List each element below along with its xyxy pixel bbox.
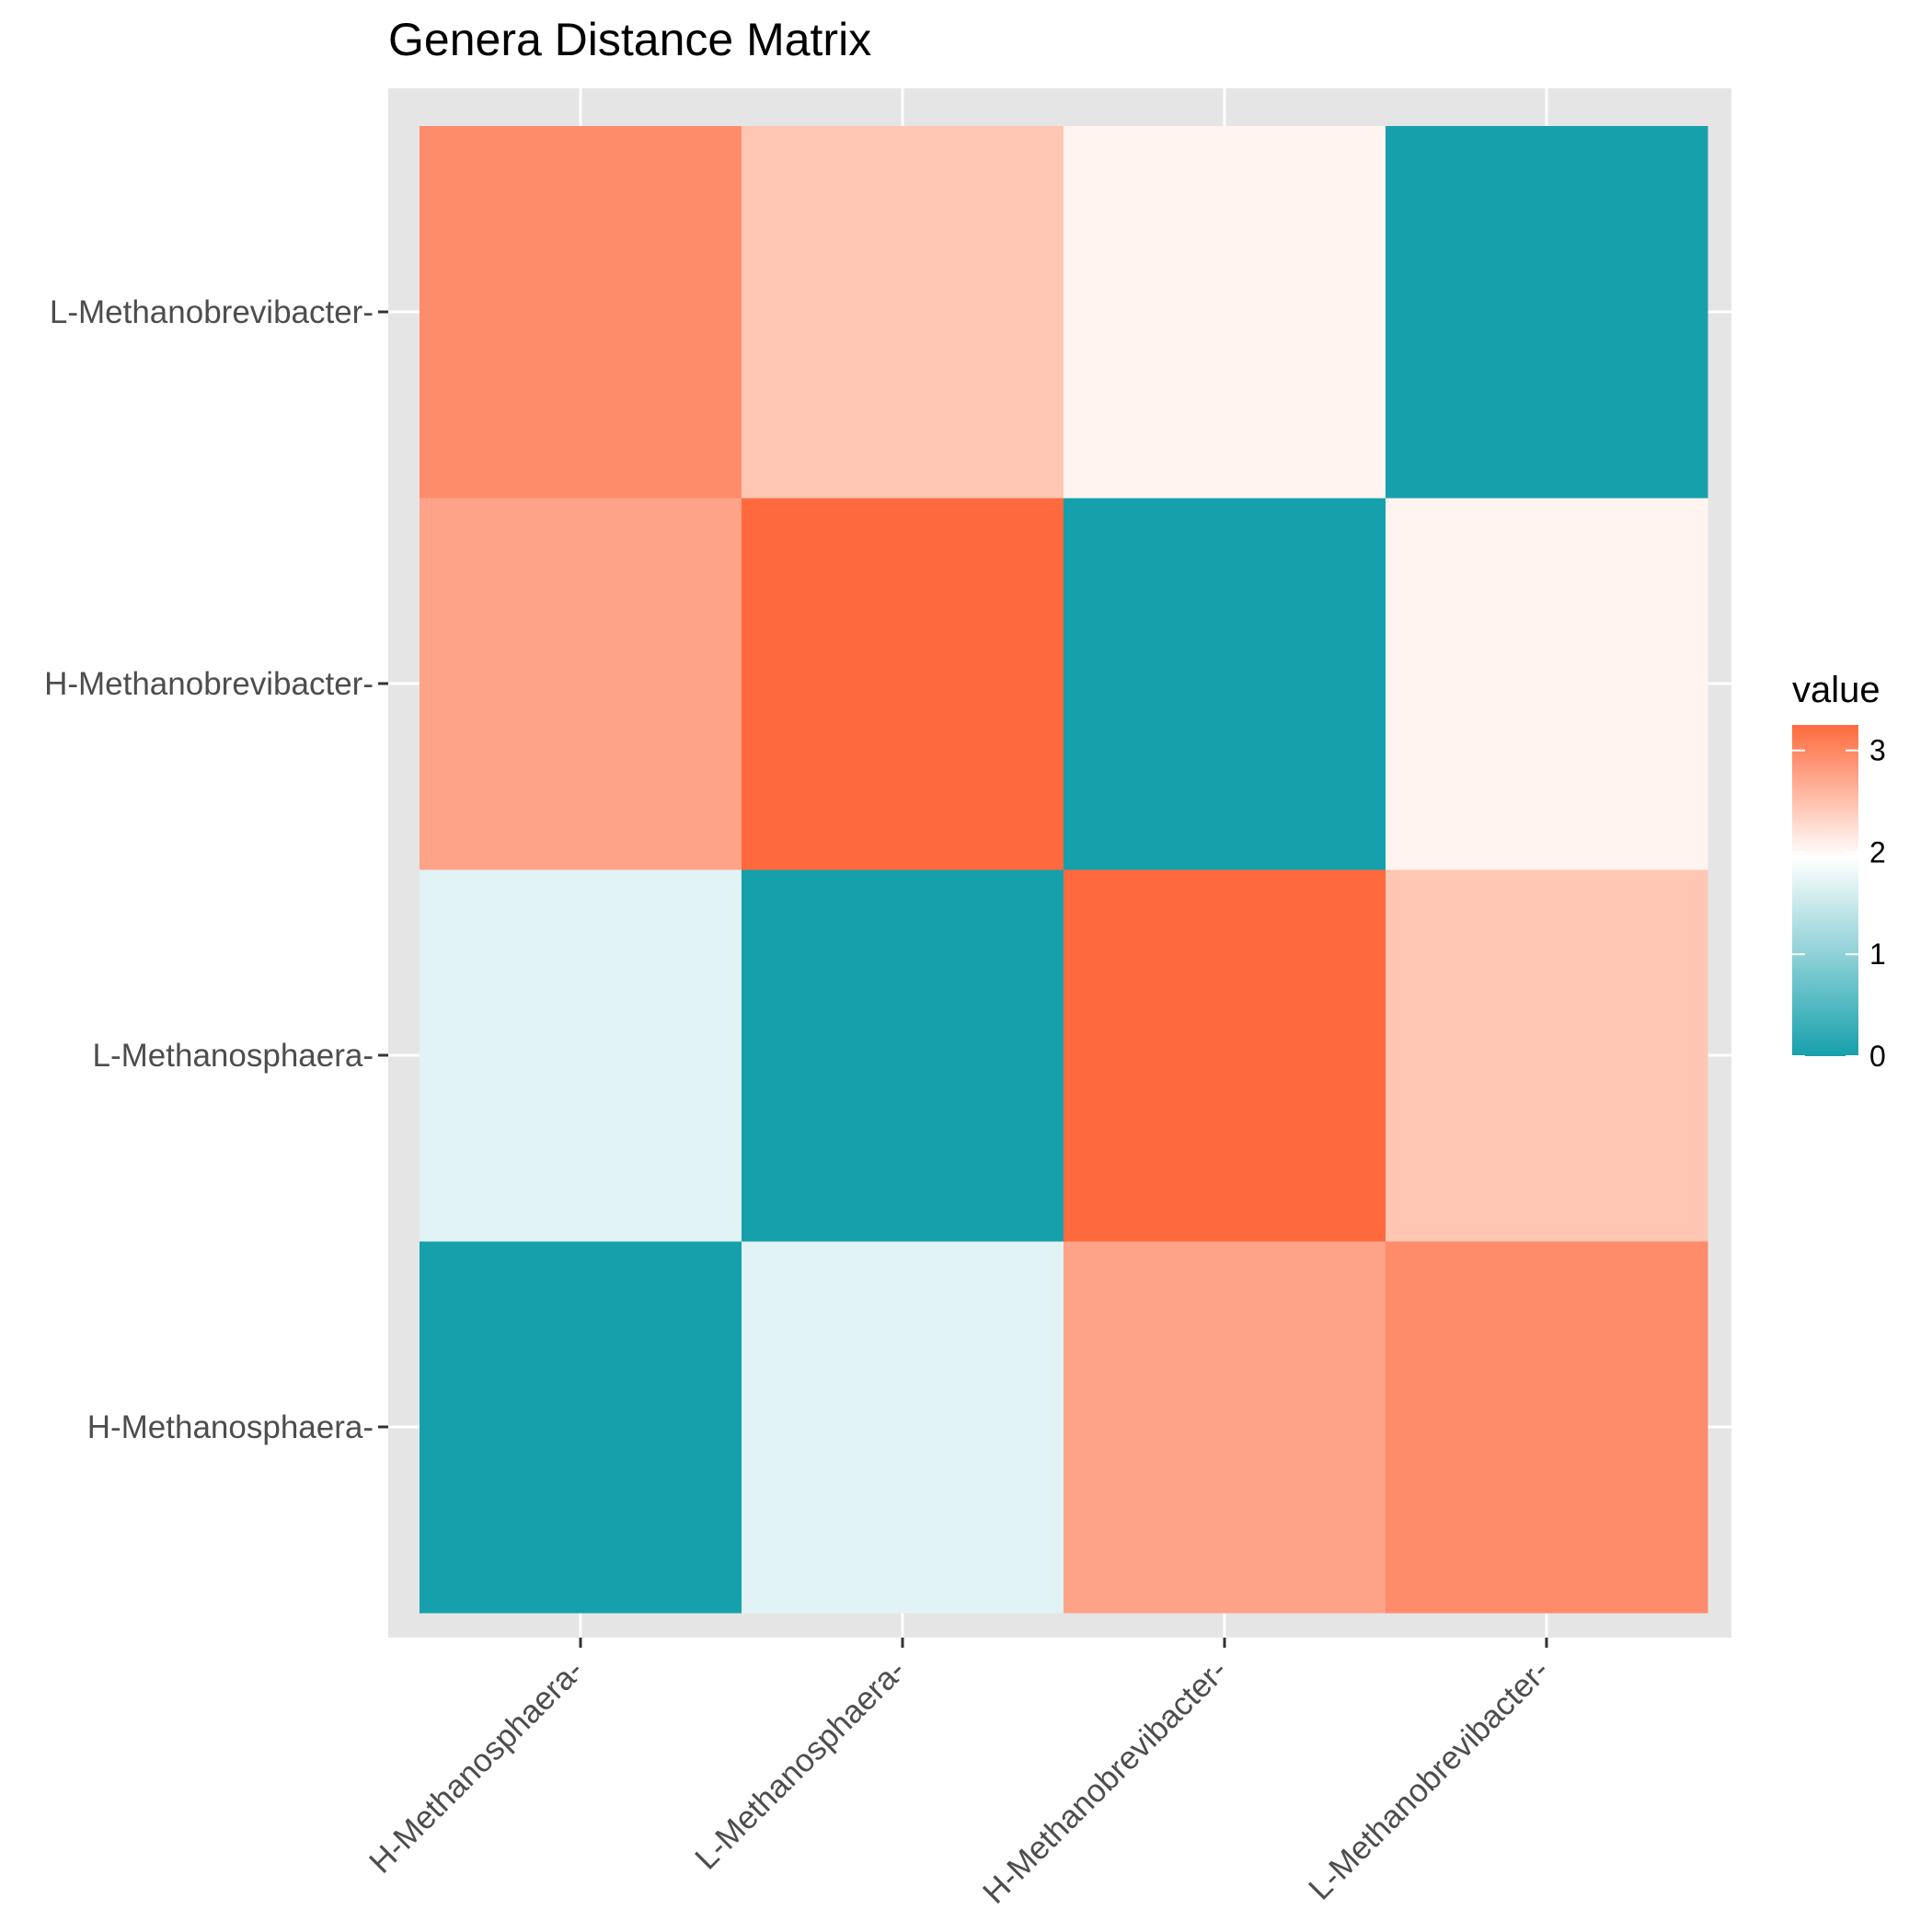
legend-colorbar [1792,725,1858,1056]
heatmap-cell [742,869,1064,1242]
legend-tick-label: 0 [1869,1040,1886,1073]
y-axis: H-Methanosphaera- L-Methanosphaera- H-Meth… [44,294,388,1445]
x-tick-label: L-Methanosphaera- [688,1652,913,1877]
heatmap-cell [420,1241,742,1614]
heatmap-cell [1386,869,1708,1242]
y-tick-label: H-Methanobrevibacter- [44,666,374,702]
y-tick-label: H-Methanosphaera- [87,1409,374,1445]
legend-tick-label: 3 [1869,734,1886,767]
heatmap-cell [1064,126,1386,499]
legend-tick-label: 2 [1869,835,1886,868]
heatmap-cell [742,498,1064,870]
heatmap-cell [1386,1241,1708,1614]
heatmap-cell [1064,498,1386,870]
heatmap-cell [742,126,1064,499]
color-legend: value 0 1 2 3 [1792,670,1886,1073]
chart-title: Genera Distance Matrix [388,14,871,65]
x-tick-label: H-Methanobrevibacter- [976,1652,1235,1911]
heatmap-cell [420,126,742,499]
heatmap-cells [420,126,1708,1614]
heatmap-cell [1064,869,1386,1242]
heatmap-cell [1386,126,1708,499]
y-tick-label: L-Methanobrevibacter- [50,294,374,330]
heatmap-cell [1386,498,1708,870]
x-tick-label: L-Methanobrevibacter- [1302,1652,1557,1907]
legend-title: value [1792,670,1880,710]
heatmap-cell [742,1241,1064,1614]
y-tick-label: L-Methanosphaera- [93,1038,374,1074]
heatmap-cell [420,869,742,1242]
x-axis: H-Methanosphaera- L-Methanosphaera- H-Meth… [362,1638,1557,1911]
heatmap-cell [420,498,742,870]
legend-tick-label: 1 [1869,937,1886,971]
heatmap-cell [1064,1241,1386,1614]
x-tick-label: H-Methanosphaera- [362,1652,591,1880]
legend-ticks: 0 1 2 3 [1792,734,1886,1073]
